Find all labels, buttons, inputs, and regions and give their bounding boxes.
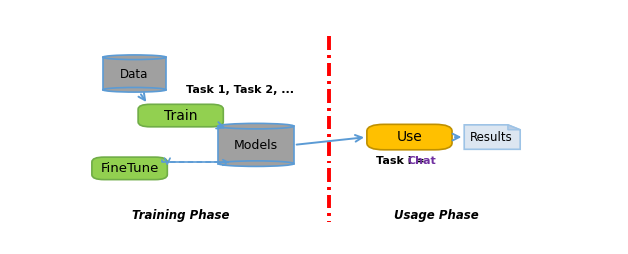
FancyBboxPatch shape — [138, 104, 224, 127]
Text: Results: Results — [470, 131, 512, 144]
FancyBboxPatch shape — [92, 157, 167, 180]
Polygon shape — [508, 125, 520, 130]
Text: Task 1, Task 2, ...: Task 1, Task 2, ... — [186, 85, 293, 95]
Bar — [103, 57, 166, 90]
Text: FineTune: FineTune — [100, 162, 159, 175]
Text: Task i =: Task i = — [376, 155, 429, 166]
Text: Chat: Chat — [407, 155, 436, 166]
Ellipse shape — [219, 161, 294, 166]
Text: Training Phase: Training Phase — [132, 209, 229, 222]
Ellipse shape — [103, 87, 166, 92]
Text: Data: Data — [121, 68, 149, 81]
Text: Train: Train — [164, 108, 197, 123]
Polygon shape — [464, 125, 520, 149]
Text: Models: Models — [234, 139, 278, 152]
Text: Use: Use — [396, 130, 423, 144]
Ellipse shape — [219, 123, 294, 129]
Ellipse shape — [103, 55, 166, 59]
Text: Usage Phase: Usage Phase — [394, 209, 479, 222]
FancyBboxPatch shape — [367, 124, 452, 150]
Bar — [219, 126, 294, 164]
